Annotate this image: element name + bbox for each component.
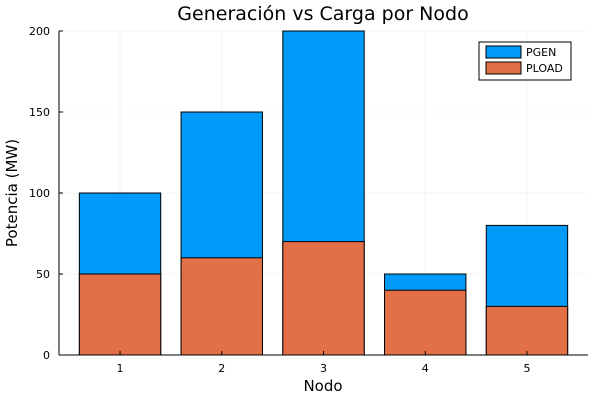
x-axis-label: Nodo: [303, 377, 342, 395]
x-tick-label-1: 1: [117, 362, 124, 375]
y-ticks: 0 50 100 150 200: [29, 25, 63, 362]
x-tick-label-3: 3: [320, 362, 327, 375]
legend: PGEN PLOAD: [478, 41, 572, 81]
bar-pload-2: [180, 257, 263, 356]
y-tick-label-150: 150: [29, 106, 50, 119]
legend-label-pgen: PGEN: [526, 46, 556, 59]
bar-pload-5: [485, 305, 569, 356]
bar-pload-3: [282, 241, 365, 356]
bar-pload-1: [78, 273, 162, 356]
bar-pload-4: [384, 289, 467, 356]
y-tick-label-200: 200: [29, 25, 50, 38]
legend-swatch-pgen: [485, 45, 522, 59]
y-axis-label: Potencia (MW): [3, 139, 21, 247]
x-ticks: 1 2 3 4 5: [117, 351, 530, 375]
y-tick-label-0: 0: [43, 349, 50, 362]
chart-title: Generación vs Carga por Nodo: [177, 3, 468, 25]
legend-label-pload: PLOAD: [526, 62, 563, 75]
legend-swatch-pload: [485, 61, 522, 75]
x-tick-label-5: 5: [523, 362, 530, 375]
x-tick-label-4: 4: [422, 362, 429, 375]
x-tick-label-2: 2: [218, 362, 225, 375]
y-tick-label-50: 50: [36, 268, 50, 281]
y-tick-label-100: 100: [29, 187, 50, 200]
